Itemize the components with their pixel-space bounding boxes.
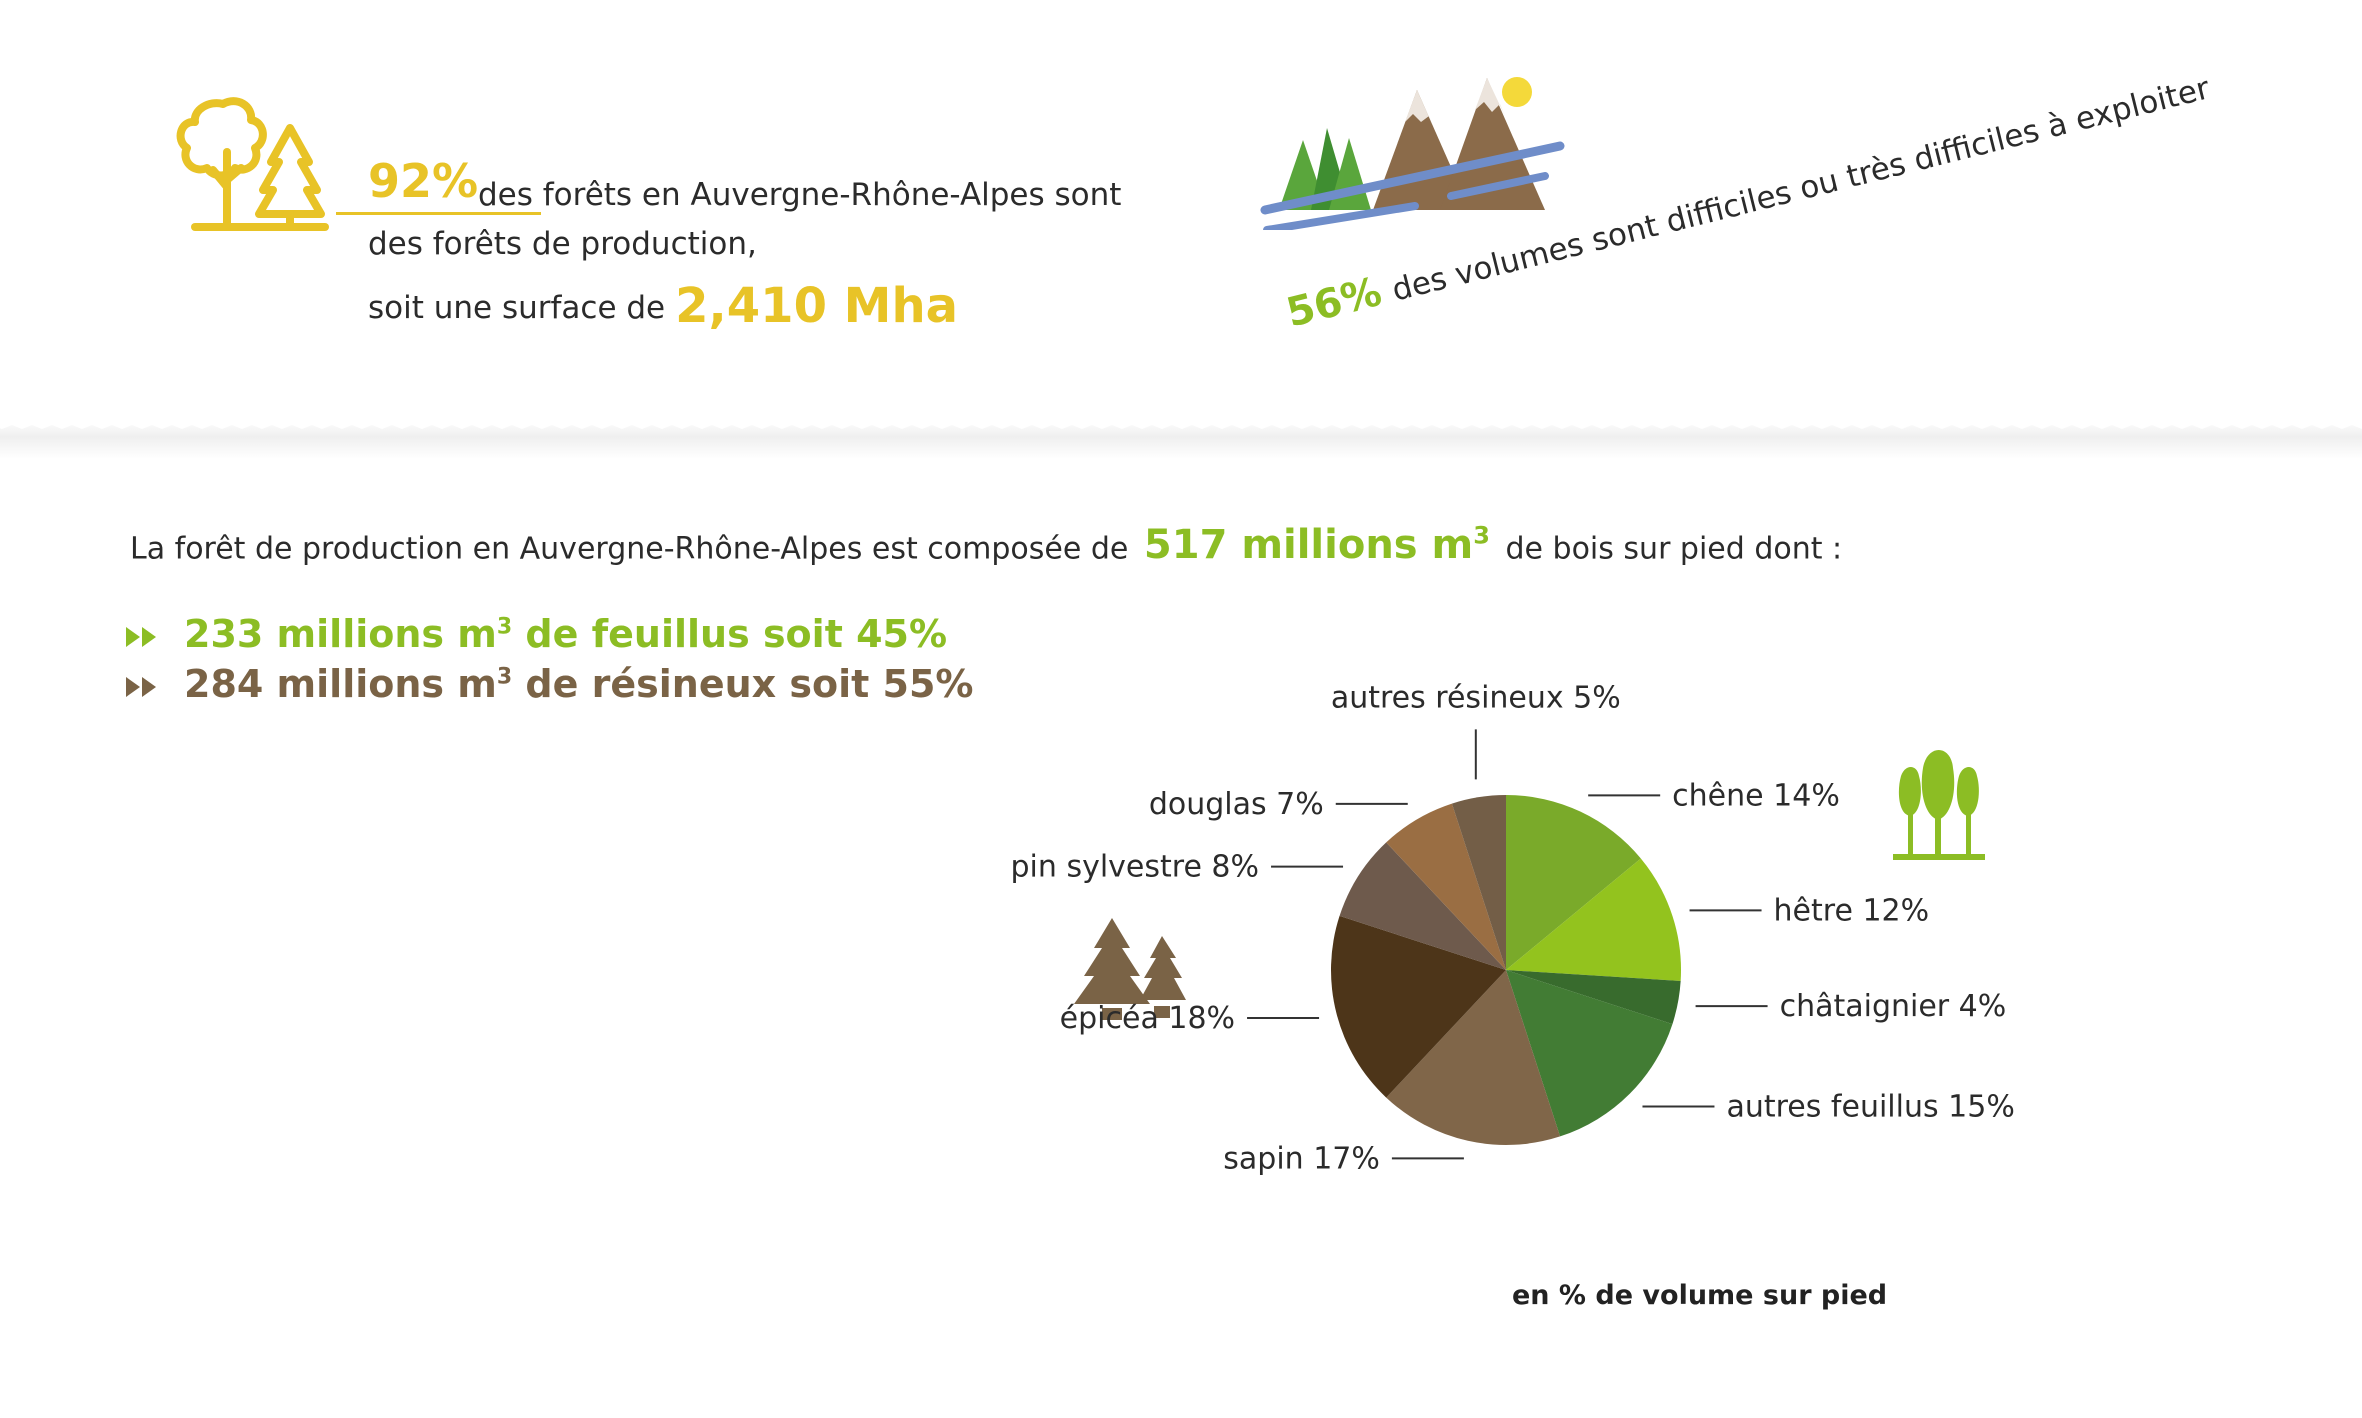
pie-slice <box>1506 970 1673 1137</box>
pie-slice-label: châtaignier 4% <box>1780 989 2007 1024</box>
pie-slice-label: sapin 17% <box>1223 1141 1380 1176</box>
pie-slice <box>1451 795 1506 970</box>
deciduous-and-pine-trees-icon <box>176 97 329 231</box>
pie-slice <box>1506 970 1681 1025</box>
pie-slice <box>1506 795 1641 970</box>
bullet-resineux: 284 millions m3 de résineux soit 55% <box>122 662 973 706</box>
pie-slice-label: épicéa 18% <box>1060 1001 1235 1036</box>
surface-value: 2,410 Mha <box>675 278 959 334</box>
pie-slice <box>1506 858 1681 981</box>
double-arrow-icon <box>126 676 156 697</box>
chart-caption: en % de volume sur pied <box>1512 1280 1888 1311</box>
pie-slice-label: autres résineux 5% <box>1331 680 1621 715</box>
production-text-line1: des forêts en Auvergne-Rhône-Alpes sont <box>478 177 1122 213</box>
deciduous-trees-icon <box>1893 750 1985 860</box>
pie-slice-label: chêne 14% <box>1672 778 1840 813</box>
production-text-line2: des forêts de production, <box>368 226 757 262</box>
composition-suffix: de bois sur pied dont : <box>1505 531 1843 567</box>
composition-volume: 517 millions m3 <box>1143 522 1490 569</box>
composition-prefix: La forêt de production en Auvergne-Rhône… <box>130 531 1129 567</box>
pie-slice-label: pin sylvestre 8% <box>1011 850 1260 885</box>
zigzag-divider <box>0 395 2362 459</box>
conifer-trees-icon <box>1074 918 1186 1020</box>
double-arrow-icon <box>126 626 156 647</box>
pie-slice-label: autres feuillus 15% <box>1726 1089 2014 1124</box>
production-percent: 92% <box>368 154 479 208</box>
pie-slice <box>1339 842 1506 970</box>
pie-slice-label: hêtre 12% <box>1774 893 1930 928</box>
composition-sentence: La forêt de production en Auvergne-Rhône… <box>130 522 1842 568</box>
pie-slice <box>1386 970 1561 1145</box>
surface-prefix: soit une surface de <box>368 290 666 326</box>
bullet-feuillus: 233 millions m3 de feuillus soit 45% <box>122 612 947 656</box>
production-text-line3: soit une surface de 2,410 Mha <box>368 280 958 333</box>
mountains-icon <box>1260 77 1565 230</box>
pie-slice-label: douglas 7% <box>1149 787 1324 822</box>
pie-slice <box>1331 915 1506 1098</box>
percent-underline <box>336 212 541 215</box>
pie-slice <box>1386 803 1506 970</box>
